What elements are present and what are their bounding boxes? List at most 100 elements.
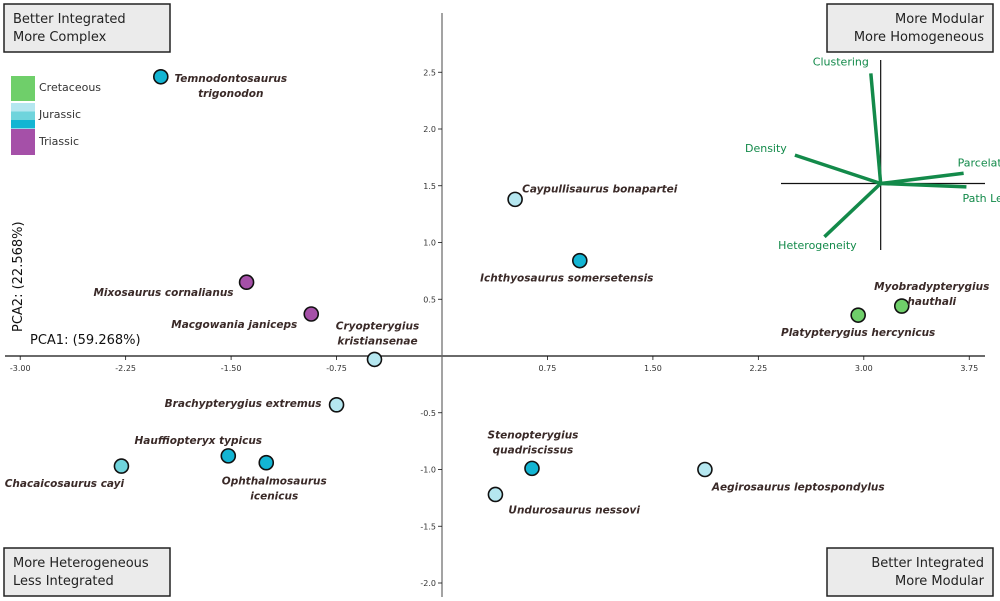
data-point: Hauffiopteryx typicus [135,435,263,464]
data-point: Stenopterygius quadriscissus [488,429,579,477]
data-point: Temnodontosaurus trigonodon [153,68,287,100]
point-label: Ophthalmosaurus [222,476,327,488]
data-point: Myobradypterygius hauthali [874,281,989,314]
point-label: quadriscissus [493,444,574,456]
x-tick-label: 3.75 [960,364,978,373]
data-point: Caypullisaurus bonapartei [507,183,678,208]
legend-label: Jurassic [38,108,81,121]
point-marker [893,298,910,314]
legend-swatch-jurassic [11,103,35,112]
loading-vector [869,73,883,184]
point-label: Temnodontosaurus [174,73,287,85]
loading-label: Heterogeneity [778,239,857,252]
point-marker [507,191,523,208]
point-label: Chacaicosaurus cayi [5,478,125,490]
quadrant-box-bottom-left: More Heterogeneous Less Integrated [3,547,171,597]
x-tick-label: 3.00 [855,364,873,373]
point-marker [153,68,169,85]
axes: -3.00 -2.25 -1.50 -0.75 0.75 1.50 2.25 3.00 3.75… [5,13,985,597]
point-label: Stenopterygius [488,429,579,441]
data-points: Temnodontosaurus trigonodon Caypullisaurus… [5,68,989,516]
point-label: Ichthyosaurus somersetensis [480,273,653,285]
quadrant-label: More Homogeneous [854,30,984,45]
data-point: Chacaicosaurus cayi [5,458,130,490]
data-point: Cryopterygius kristiansenae [336,320,419,368]
legend-label: Cretaceous [39,81,101,94]
point-label: Undurosaurus nessovi [508,504,640,516]
loading-label: Path Length [962,192,1000,205]
data-point: Undurosaurus nessovi [487,486,640,516]
x-tick-label: -0.75 [326,364,347,373]
y-tick-label: 1.5 [423,182,436,191]
y-tick-label: -0.5 [420,409,436,418]
point-marker [571,252,588,269]
y-tick-label: 1.0 [423,239,436,248]
point-label: Brachypterygius extremus [165,398,322,410]
point-marker [303,306,320,322]
legend-label: Triassic [38,135,79,148]
point-marker [220,448,237,464]
point-label: hauthali [907,296,956,308]
quadrant-label: Less Integrated [13,574,114,589]
point-label: Cryopterygius [336,320,419,332]
point-label: Macgowania janiceps [171,319,297,331]
data-point: Brachypterygius extremus [165,397,345,413]
point-marker [850,307,866,323]
x-tick-label: -2.25 [115,364,136,373]
legend-swatch-triassic [11,129,35,155]
x-axis-label: PCA1: (59.268%) [30,333,141,348]
loading-label: Parcelation [958,156,1000,169]
point-label: Mixosaurus cornalianus [93,287,233,299]
y-axis-label: PCA2: (22.568%) [11,221,26,332]
y-tick-label: -1.5 [420,522,436,531]
data-point: Ophthalmosaurus icenicus [222,454,327,503]
legend-swatch-cretaceous [11,76,35,101]
legend-swatch-jurassic [11,111,35,120]
point-label: Caypullisaurus bonapartei [522,183,678,195]
point-marker [328,397,345,413]
point-marker [487,486,504,503]
quadrant-box-bottom-right: Better Integrated More Modular [826,547,994,597]
point-label: Aegirosaurus leptospondylus [711,482,885,494]
point-marker [697,461,713,478]
point-label: trigonodon [198,88,263,100]
x-tick-label: -1.50 [221,364,242,373]
quadrant-label: Better Integrated [13,12,126,27]
data-point: Mixosaurus cornalianus [93,274,255,299]
y-tick-label: -2.0 [420,579,436,588]
loadings-biplot: Clustering Density Parcelation Path Length H… [745,55,1000,251]
x-tick-label: 0.75 [539,364,557,373]
point-label: Hauffiopteryx typicus [135,435,263,447]
quadrant-box-top-left: Better Integrated More Complex [3,3,171,53]
quadrant-label: More Heterogeneous [13,556,149,571]
point-label: kristiansenae [337,335,417,347]
point-label: icenicus [250,491,298,503]
quadrant-label: Better Integrated [871,556,984,571]
loading-vector [794,153,882,186]
point-marker [524,460,540,477]
quadrant-label: More Complex [13,30,107,45]
quadrant-label: More Modular [895,574,985,589]
y-tick-label: -1.0 [420,466,436,475]
loading-label: Clustering [813,55,869,68]
data-point: Ichthyosaurus somersetensis [480,252,653,285]
legend: Cretaceous Jurassic Triassic [11,76,101,155]
point-marker [366,351,383,368]
loading-label: Density [745,142,787,155]
loading-vector [823,182,882,239]
y-tick-label: 2.0 [423,125,436,134]
y-tick-label: 0.5 [423,295,436,304]
point-label: Platypterygius hercynicus [781,327,935,339]
loading-vector [880,171,964,186]
point-marker [238,274,255,291]
quadrant-label: More Modular [895,12,985,27]
x-tick-label: 1.50 [644,364,662,373]
x-tick-label: 2.25 [749,364,767,373]
point-marker [258,454,275,471]
data-point: Platypterygius hercynicus [781,307,935,339]
point-label: Myobradypterygius [874,281,989,293]
data-point: Macgowania janiceps [171,306,320,331]
legend-swatch-jurassic [11,120,35,129]
point-marker [113,458,130,474]
